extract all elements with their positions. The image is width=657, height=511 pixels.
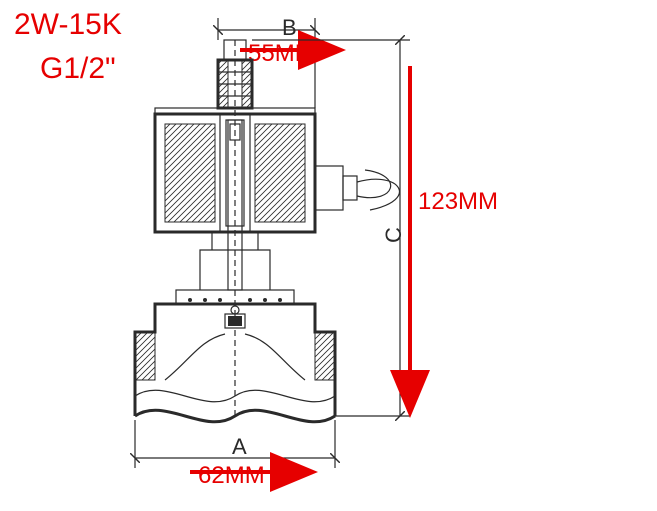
dimension-b: [218, 18, 338, 108]
dimension-a: [135, 420, 335, 472]
cable-connector: [315, 166, 399, 210]
technical-drawing: [0, 0, 657, 511]
